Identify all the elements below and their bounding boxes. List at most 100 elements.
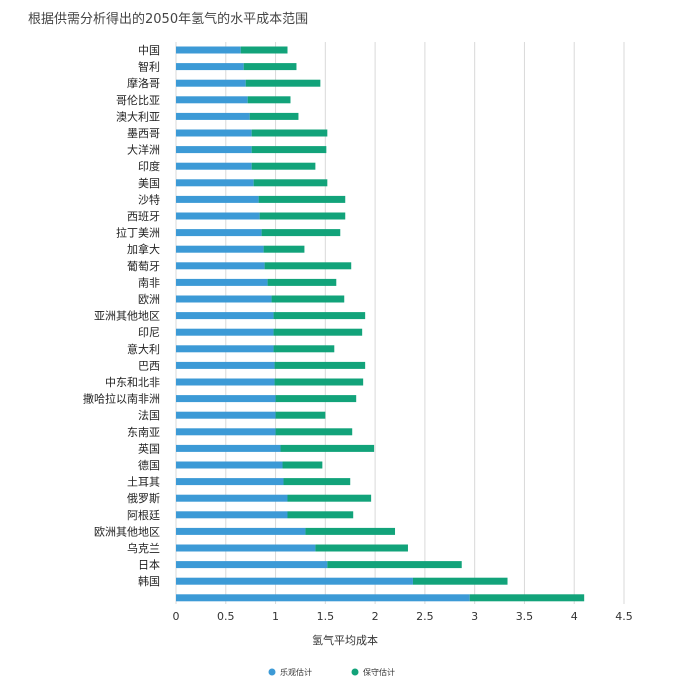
- bar-conservative: [275, 395, 357, 403]
- category-label: 东南亚: [127, 426, 160, 439]
- bar-optimistic: [176, 594, 470, 602]
- category-label: 加拿大: [127, 242, 160, 256]
- bar-optimistic: [176, 527, 306, 535]
- bar-optimistic: [176, 295, 272, 303]
- bar-optimistic: [176, 179, 254, 187]
- bar-conservative: [412, 577, 508, 585]
- bar-optimistic: [176, 577, 413, 585]
- bar-conservative: [273, 312, 366, 320]
- bars: [176, 46, 585, 602]
- category-label: 土耳其: [127, 476, 160, 489]
- category-label: 德国: [138, 458, 160, 472]
- bar-conservative: [251, 129, 328, 137]
- bar-optimistic: [176, 112, 250, 120]
- bar-optimistic: [176, 312, 274, 320]
- legend-label: 保守估计: [363, 667, 395, 677]
- category-label: 英国: [138, 441, 160, 455]
- bar-optimistic: [176, 428, 276, 436]
- bar-optimistic: [176, 328, 274, 336]
- category-label: 拉丁美洲: [116, 226, 160, 240]
- category-label: 摩洛哥: [127, 76, 160, 90]
- bar-conservative: [251, 162, 316, 170]
- category-label: 沙特: [138, 192, 160, 206]
- category-label: 乌克兰: [127, 541, 160, 555]
- bar-conservative: [245, 79, 321, 87]
- legend: 乐观估计 保守估计: [268, 667, 395, 677]
- bar-conservative: [287, 494, 372, 502]
- bar-conservative: [305, 527, 396, 535]
- bar-conservative: [247, 96, 291, 104]
- bar-conservative: [273, 345, 335, 353]
- bar-optimistic: [176, 494, 288, 502]
- category-label: 亚洲其他地区: [94, 310, 160, 323]
- x-tick-label: 0.5: [217, 610, 235, 623]
- x-axis-title: 氢气平均成本: [312, 633, 378, 647]
- category-label: 澳大利亚: [116, 109, 160, 123]
- category-label: 智利: [138, 60, 160, 74]
- bar-conservative: [258, 195, 346, 203]
- bar-conservative: [261, 229, 341, 237]
- category-labels: 中国智利摩洛哥哥伦比亚澳大利亚墨西哥大洋洲印度美国沙特西班牙拉丁美洲加拿大葡萄牙…: [83, 44, 160, 588]
- x-tick-labels: 0 0.5 1 1.5 2 2.5 3 3.5 4 4.5: [173, 610, 633, 623]
- x-tick-label: 1: [272, 610, 279, 623]
- bar-optimistic: [176, 46, 241, 54]
- bar-conservative: [253, 179, 328, 187]
- legend-label: 乐观估计: [280, 667, 312, 677]
- category-label: 俄罗斯: [127, 492, 160, 505]
- category-label: 中国: [138, 44, 160, 57]
- bar-optimistic: [176, 129, 252, 137]
- category-label: 南非: [138, 276, 160, 289]
- bar-optimistic: [176, 212, 260, 220]
- category-label: 印尼: [138, 326, 160, 339]
- bar-conservative: [259, 212, 346, 220]
- x-tick-label: 3: [471, 610, 478, 623]
- category-label: 美国: [138, 177, 160, 190]
- bar-optimistic: [176, 278, 268, 286]
- category-label: 阿根廷: [127, 508, 160, 522]
- x-tick-label: 3.5: [516, 610, 534, 623]
- category-label: 欧洲其他地区: [94, 525, 160, 538]
- bar-optimistic: [176, 511, 288, 519]
- bar-conservative: [327, 561, 462, 569]
- bar-conservative: [275, 428, 353, 436]
- bar-optimistic: [176, 262, 265, 270]
- category-label: 日本: [138, 558, 160, 572]
- bar-conservative: [263, 245, 305, 253]
- legend-swatch: [268, 668, 276, 676]
- bar-conservative: [273, 328, 363, 336]
- x-tick-label: 2.5: [416, 610, 434, 623]
- bar-conservative: [267, 278, 337, 286]
- bar-conservative: [287, 511, 354, 519]
- bar-conservative: [274, 361, 366, 369]
- category-label: 中东和北非: [105, 376, 160, 389]
- bar-optimistic: [176, 378, 275, 386]
- bar-optimistic: [176, 361, 275, 369]
- bar-optimistic: [176, 229, 262, 237]
- bar-conservative: [274, 378, 364, 386]
- x-tick-label: 4.5: [615, 610, 633, 623]
- bar-optimistic: [176, 461, 283, 469]
- bar-conservative: [264, 262, 352, 270]
- bar-conservative: [469, 594, 585, 602]
- bar-conservative: [249, 112, 299, 120]
- bar-optimistic: [176, 478, 284, 486]
- bar-optimistic: [176, 544, 316, 552]
- x-tick-label: 4: [571, 610, 578, 623]
- category-label: 印度: [138, 159, 160, 173]
- gridlines: [175, 42, 625, 604]
- bar-optimistic: [176, 63, 244, 71]
- category-label: 韩国: [138, 574, 160, 588]
- x-tick-label: 0: [173, 610, 180, 623]
- bar-conservative: [315, 544, 408, 552]
- bar-optimistic: [176, 561, 328, 569]
- bar-optimistic: [176, 245, 264, 253]
- bar-conservative: [251, 146, 327, 154]
- bar-optimistic: [176, 96, 248, 104]
- category-label: 墨西哥: [127, 127, 160, 140]
- bar-conservative: [240, 46, 288, 54]
- bar-conservative: [275, 411, 326, 419]
- bar-optimistic: [176, 162, 252, 170]
- category-label: 西班牙: [127, 210, 160, 223]
- category-label: 法国: [138, 408, 160, 422]
